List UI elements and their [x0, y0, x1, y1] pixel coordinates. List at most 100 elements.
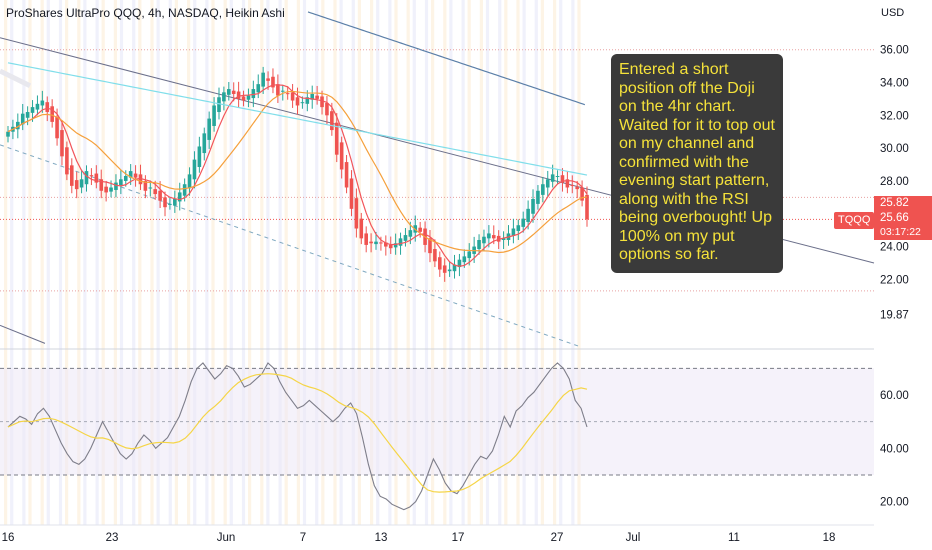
candle-body: [433, 249, 437, 262]
session-stripe: [266, 0, 270, 525]
price-tick-label: 22.00: [880, 274, 909, 286]
session-stripe: [461, 0, 465, 525]
time-tick-label: 17: [452, 532, 465, 544]
session-stripe: [77, 0, 81, 525]
candle-body: [138, 174, 143, 185]
candle-body: [526, 208, 530, 222]
candle-body: [447, 269, 452, 272]
time-tick-label: 13: [375, 532, 388, 544]
candle-body: [84, 171, 89, 185]
session-stripe: [315, 0, 319, 525]
candle-body: [30, 107, 35, 113]
time-tick-label: Jul: [626, 532, 641, 544]
last-price-tag: 25.66: [874, 211, 932, 226]
candle-body: [325, 103, 329, 116]
session-stripe: [205, 0, 209, 525]
rsi-line: [7, 362, 588, 511]
candle-body: [290, 92, 295, 101]
session-stripe: [504, 0, 508, 525]
session-stripe: [229, 0, 233, 525]
session-stripe: [40, 0, 44, 525]
candle-body: [227, 89, 231, 95]
candle-body: [266, 78, 270, 81]
candle-body: [128, 171, 133, 178]
countdown-tag: 03:17:22: [874, 225, 932, 240]
candle-body: [119, 179, 123, 186]
candle-body: [398, 238, 403, 246]
candle-body: [241, 96, 246, 101]
candle-body: [104, 186, 108, 193]
candle-body: [222, 92, 226, 102]
session-stripe: [28, 0, 32, 525]
candle-body: [516, 225, 521, 231]
session-stripe: [83, 0, 87, 525]
candle-body: [99, 179, 104, 191]
candle-body: [45, 102, 50, 113]
candle-body: [20, 113, 25, 125]
time-tick-label: 16: [2, 532, 15, 544]
candle-body: [585, 194, 589, 220]
candle-body: [285, 93, 290, 95]
candle-body: [580, 187, 584, 201]
prev-close-tag: 25.82: [874, 196, 932, 211]
candle-body: [388, 244, 393, 249]
candle-body: [40, 100, 45, 106]
session-stripe: [168, 0, 172, 525]
candle-body: [60, 130, 64, 157]
candle-body: [65, 147, 69, 175]
candle-body: [393, 243, 398, 248]
candle-body: [305, 97, 310, 104]
session-stripe: [302, 0, 307, 525]
candle-body: [280, 90, 285, 92]
price-tick-label: 34.00: [880, 78, 909, 90]
session-stripe: [406, 0, 410, 525]
session-stripe: [174, 0, 178, 525]
candle-body: [565, 179, 570, 188]
session-stripe: [132, 0, 136, 525]
candle-body: [550, 174, 555, 182]
session-stripe: [424, 0, 429, 525]
candle-body: [153, 189, 158, 195]
session-stripe: [388, 0, 392, 525]
session-stripe: [4, 0, 8, 525]
session-stripe: [553, 0, 557, 525]
candle-body: [374, 241, 378, 245]
candle-body: [531, 198, 535, 214]
price-tick-label: 28.00: [880, 176, 909, 188]
candle-body: [560, 175, 565, 183]
candle-body: [94, 173, 99, 183]
candle-body: [369, 241, 373, 244]
candle-body: [177, 192, 182, 202]
session-stripe: [284, 0, 288, 525]
session-stripe: [498, 0, 502, 525]
time-tick-label: 23: [106, 532, 119, 544]
candle-body: [501, 238, 506, 240]
candle-body: [16, 121, 20, 130]
session-stripe: [101, 0, 105, 525]
candle-body: [482, 236, 486, 244]
channel-lower-line: [0, 144, 581, 348]
candle-body: [276, 84, 280, 96]
candle-body: [246, 95, 251, 100]
session-stripe: [65, 0, 69, 525]
session-stripe: [479, 0, 483, 525]
currency-label: USD: [881, 7, 905, 19]
candle-body: [50, 106, 54, 122]
session-stripe: [321, 0, 325, 525]
session-stripe: [113, 0, 117, 525]
annotation-note[interactable]: Entered a short position off the Doji on…: [611, 54, 783, 273]
candle-body: [202, 133, 207, 154]
candle-body: [467, 251, 472, 259]
candle-body: [143, 180, 148, 191]
price-tick-label: 36.00: [880, 45, 909, 57]
session-stripe: [22, 0, 26, 525]
candle-body: [379, 242, 383, 244]
candle-body: [452, 264, 457, 272]
candle-body: [403, 235, 408, 241]
session-stripe: [223, 0, 227, 525]
candle-body: [545, 179, 550, 188]
candle-body: [477, 240, 481, 250]
candle-body: [163, 197, 167, 208]
candle-body: [187, 174, 192, 189]
